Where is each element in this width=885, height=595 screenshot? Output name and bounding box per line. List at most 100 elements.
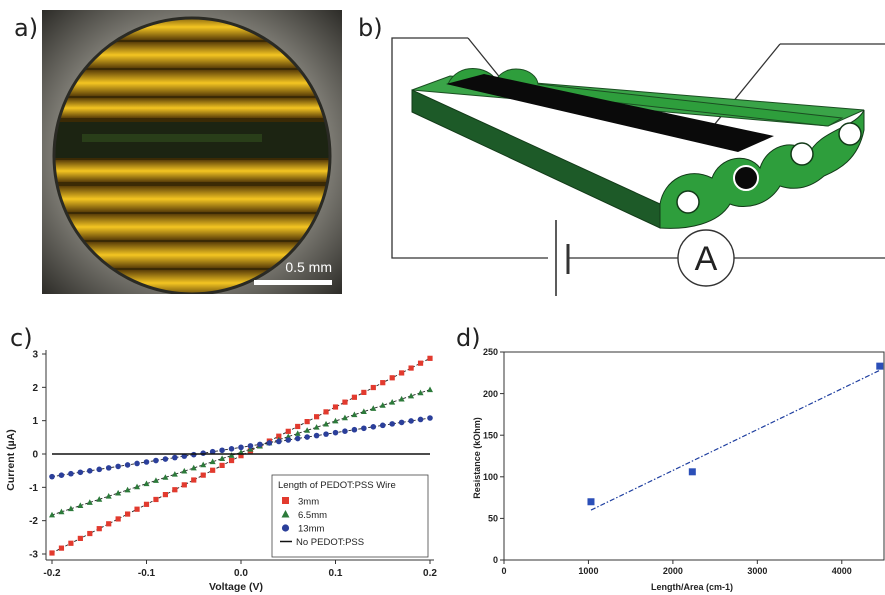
resistance-chart: 0 1000 2000 3000 4000 0 50 100 150 200 250 Length/… <box>472 347 885 592</box>
iv-y-tick-label: 2 <box>32 383 38 394</box>
iv-y-tick-label: -1 <box>29 483 38 494</box>
iv-point-13mm <box>115 463 121 470</box>
iv-point-13mm <box>105 465 112 471</box>
iv-point-3mm <box>77 535 83 541</box>
iv-point-6-5mm <box>67 505 74 512</box>
iv-point-3mm <box>200 472 206 478</box>
iv-point-6-5mm <box>143 480 150 487</box>
iv-chart-marks <box>49 355 433 556</box>
iv-point-3mm <box>125 511 131 517</box>
iv-point-13mm <box>238 444 244 451</box>
iv-point-3mm <box>332 404 339 410</box>
iv-point-3mm <box>399 370 405 376</box>
iv-point-13mm <box>87 468 93 474</box>
iv-point-13mm <box>266 440 273 446</box>
scale-bar <box>254 280 332 285</box>
iv-point-13mm <box>219 447 225 454</box>
substrate <box>411 68 865 229</box>
iv-point-3mm <box>380 380 386 386</box>
resistance-x-tick-label: 1000 <box>578 566 598 576</box>
iv-point-6-5mm <box>417 389 424 396</box>
resistance-point <box>587 498 595 506</box>
iv-point-13mm <box>134 460 140 467</box>
iv-point-3mm <box>143 501 150 507</box>
iv-legend-entry: No PEDOT:PSS <box>296 537 364 548</box>
scale-bar-label: 0.5 mm <box>285 259 332 275</box>
iv-point-6-5mm <box>389 399 396 405</box>
iv-x-tick-label: 0.2 <box>423 568 437 579</box>
resistance-point <box>876 362 884 370</box>
iv-point-6-5mm <box>379 402 386 408</box>
iv-point-6-5mm <box>219 455 226 461</box>
iv-point-3mm <box>181 482 187 488</box>
iv-point-3mm <box>238 453 244 459</box>
iv-point-6-5mm <box>247 446 254 452</box>
iv-point-3mm <box>417 360 424 366</box>
iv-point-6-5mm <box>162 474 169 480</box>
iv-point-3mm <box>134 506 140 512</box>
circuit-wires <box>391 37 885 259</box>
iv-x-axis-label: Voltage (V) <box>209 581 263 593</box>
iv-point-6-5mm <box>323 420 330 427</box>
iv-point-6-5mm <box>370 405 377 411</box>
resistance-x-axis-label: Length/Area (cm-1) <box>651 582 733 592</box>
resistance-plot-frame <box>503 351 885 561</box>
iv-point-13mm <box>370 424 377 430</box>
resistance-x-tick-label: 4000 <box>832 566 852 576</box>
iv-point-13mm <box>361 425 367 432</box>
iv-point-6-5mm <box>96 496 103 502</box>
iv-point-6-5mm <box>304 427 311 433</box>
iv-point-13mm <box>398 419 405 426</box>
resistance-y-tick-label: 0 <box>493 555 498 565</box>
iv-legend-entry: 6.5mm <box>298 510 327 521</box>
resistance-y-tick-label: 50 <box>488 514 498 524</box>
resistance-y-tick-label: 200 <box>483 389 498 399</box>
iv-point-6-5mm <box>49 511 55 518</box>
resistance-point <box>688 468 696 476</box>
iv-legend-box <box>271 474 429 558</box>
iv-point-3mm <box>351 394 357 400</box>
resistance-chart-marks <box>587 362 884 511</box>
iv-point-13mm <box>304 434 310 440</box>
iv-legend: Length of PEDOT:PSS Wire 3mm 6.5mm 13mm No … <box>271 474 429 558</box>
iv-point-3mm <box>408 365 414 371</box>
panel-label-d: d) <box>456 324 481 352</box>
iv-point-3mm <box>342 399 348 405</box>
resistance-x-tick-label: 2000 <box>663 566 683 576</box>
panel-label-c: c) <box>10 324 33 352</box>
iv-y-tick-label: 1 <box>32 416 38 427</box>
iv-y-tick-label: -2 <box>29 516 38 527</box>
iv-point-6-5mm <box>200 461 207 468</box>
iv-point-6-5mm <box>351 411 358 418</box>
iv-point-6-5mm <box>341 414 348 421</box>
resistance-y-tick-label: 250 <box>483 347 498 357</box>
iv-point-13mm <box>342 428 348 434</box>
iv-point-6-5mm <box>360 408 367 414</box>
resistance-y-tick-label: 100 <box>483 472 498 482</box>
iv-point-13mm <box>143 459 150 465</box>
iv-point-6-5mm <box>152 477 159 483</box>
iv-x-tick-label: -0.1 <box>138 568 156 579</box>
iv-point-6-5mm <box>228 452 235 458</box>
iv-point-3mm <box>153 496 159 503</box>
resistance-y-axis-label: Resistance (kOhm) <box>472 417 482 499</box>
micrograph-panel: 0.5 mm <box>42 10 342 294</box>
iv-point-6-5mm <box>115 489 122 496</box>
iv-point-3mm <box>219 462 225 468</box>
iv-point-6-5mm <box>408 392 415 399</box>
iv-point-13mm <box>58 472 65 478</box>
tube-opening-1 <box>676 190 700 214</box>
iv-point-6-5mm <box>105 493 112 499</box>
resistance-x-tick-label: 3000 <box>747 566 767 576</box>
iv-point-13mm <box>389 421 396 427</box>
iv-point-3mm <box>427 355 433 361</box>
iv-point-13mm <box>96 466 103 473</box>
iv-legend-entry: 13mm <box>298 524 324 535</box>
iv-legend-title: Length of PEDOT:PSS Wire <box>278 480 396 491</box>
iv-point-3mm <box>106 521 112 527</box>
iv-point-3mm <box>210 467 216 473</box>
iv-point-3mm <box>228 457 235 464</box>
iv-point-13mm <box>209 448 216 455</box>
iv-point-3mm <box>68 540 74 546</box>
iv-point-13mm <box>332 429 339 436</box>
